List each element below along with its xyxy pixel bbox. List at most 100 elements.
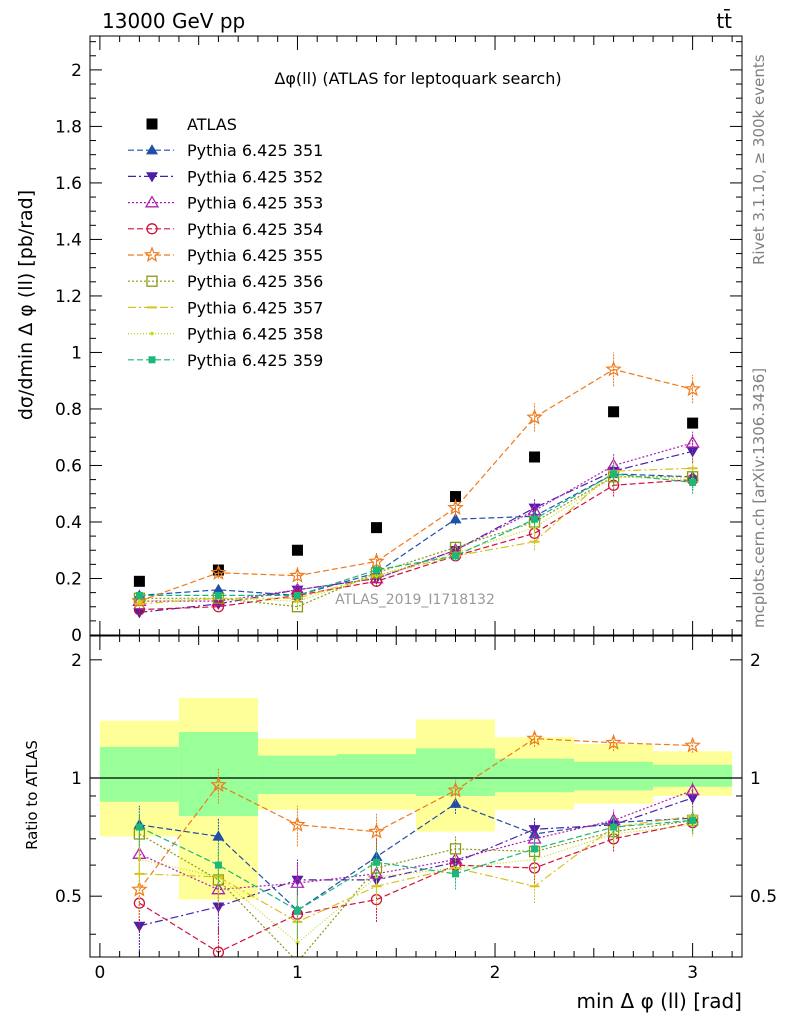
y-tick-label: 0.8 [55, 400, 82, 420]
series-357 [134, 456, 698, 607]
ratio-frame [89, 635, 743, 958]
data-point-351 [449, 513, 462, 524]
header-left: 13000 GeV pp [102, 9, 245, 33]
data-point-359 [610, 470, 618, 478]
y-tick-label: 1.6 [55, 174, 82, 194]
data-point-355 [605, 360, 622, 377]
ratio-point-355 [605, 734, 622, 750]
band-inner [336, 754, 416, 795]
data-point-354 [212, 601, 225, 613]
ratio-point-351 [449, 797, 462, 808]
header-right: tt̄ [716, 8, 732, 33]
y-tick-label: 1 [71, 343, 82, 363]
ratio-point-355 [368, 823, 385, 839]
ratio-series-355 [131, 729, 701, 918]
legend-label-355: Pythia 6.425 355 [187, 246, 323, 265]
series-353 [132, 431, 700, 606]
x-tick-label: 0 [94, 963, 105, 983]
legend-label-356: Pythia 6.425 356 [187, 272, 323, 291]
ratio-point-355 [447, 781, 464, 798]
x-tick-label: 1 [292, 963, 303, 983]
band-inner [574, 761, 654, 791]
ratio-y-tick-label: 2 [71, 651, 82, 671]
data-point-355 [210, 564, 227, 580]
data-point-ATLAS [687, 417, 699, 429]
x-tick-label: 3 [687, 963, 698, 983]
data-point-ATLAS [291, 544, 303, 556]
watermark: ATLAS_2019_I1718132 [335, 592, 495, 608]
ratio-point-353 [685, 783, 700, 796]
main-series [131, 352, 701, 619]
ratio-axis-ticks [90, 636, 742, 957]
ratio-series-359 [135, 809, 697, 939]
legend: ATLAS Pythia 6.425 351 Pythia 6.425 352 Pyt… [128, 115, 323, 370]
ratio-uncertainty-bands [99, 697, 733, 900]
data-point-355 [289, 567, 306, 583]
ratio-point-351 [212, 830, 225, 841]
mcplots-label: mcplots.cern.ch [arXiv:1306.3436] [750, 368, 768, 628]
series-line-351 [139, 473, 693, 597]
band-inner [495, 758, 575, 793]
ratio-point-359 [293, 906, 301, 914]
legend-label-353: Pythia 6.425 353 [187, 194, 323, 213]
ratio-point-355 [684, 736, 701, 753]
data-point-359 [135, 591, 143, 599]
ratio-line-357 [139, 815, 693, 923]
legend-marker-359 [148, 356, 156, 364]
data-point-355 [368, 552, 385, 569]
data-point-359 [372, 566, 380, 574]
series-line-356 [139, 476, 693, 608]
ratio-point-359 [531, 845, 539, 853]
rivet-label: Rivet 3.1.10, ≥ 300k events [750, 54, 768, 265]
band-inner [257, 755, 337, 795]
ratio-point-355 [210, 776, 227, 792]
series-line-355 [139, 368, 693, 602]
ratio-series [131, 729, 701, 957]
main-y-tick-labels: 0 0.2 0.4 0.6 0.8 1 1.2 1.4 1.6 1.8 2 [55, 61, 82, 646]
x-axis-label: min Δ φ (ll) [rad] [576, 989, 742, 1013]
band-inner [653, 764, 733, 787]
ratio-y-axis-label: Ratio to ATLAS [23, 740, 41, 850]
legend-marker-352 [146, 172, 158, 183]
main-axis-ticks [90, 36, 742, 636]
data-point-ATLAS [133, 575, 145, 587]
data-point-355 [526, 408, 543, 425]
series-359 [135, 462, 697, 599]
ratio-y-tick-label: 1 [71, 769, 82, 789]
series-ATLAS [133, 406, 699, 587]
data-point-352 [133, 608, 146, 619]
y-tick-label: 1.4 [55, 230, 82, 250]
series-line-354 [139, 479, 693, 611]
ratio-point-355 [289, 816, 306, 832]
ratio-line-354 [139, 822, 693, 953]
main-title: Δφ(ll) (ATLAS for leptoquark search) [274, 69, 561, 88]
data-point-359 [214, 591, 222, 599]
y-tick-label: 0.4 [55, 513, 82, 533]
legend-marker-353 [144, 195, 160, 208]
legend-marker-354 [146, 223, 158, 235]
ratio-point-359 [452, 870, 460, 878]
series-line-357 [139, 467, 693, 605]
y-tick-label: 2 [71, 61, 82, 81]
ratio-line-356 [139, 819, 693, 957]
ratio-line-359 [139, 819, 693, 912]
ratio-point-359 [135, 823, 143, 831]
legend-label-359: Pythia 6.425 359 [187, 351, 323, 370]
data-point-359 [452, 552, 460, 560]
ratio-point-354 [212, 946, 225, 957]
legend-marker-356 [146, 275, 158, 287]
legend-label-351: Pythia 6.425 351 [187, 141, 323, 160]
y-tick-label: 0.2 [55, 569, 82, 589]
ratio-y-tick-label-right: 2 [750, 651, 761, 671]
main-y-axis-label: dσ/dmin Δ φ (ll) [pb/rad] [15, 190, 37, 420]
data-point-351 [212, 583, 225, 594]
band-inner [99, 746, 179, 802]
x-tick-label: 2 [490, 963, 501, 983]
data-point-ATLAS [450, 491, 462, 503]
data-point-ATLAS [212, 564, 224, 576]
ratio-point-359 [610, 823, 618, 831]
legend-label-358: Pythia 6.425 358 [187, 325, 323, 344]
data-point-355 [684, 380, 701, 397]
legend-marker-351 [146, 144, 158, 155]
